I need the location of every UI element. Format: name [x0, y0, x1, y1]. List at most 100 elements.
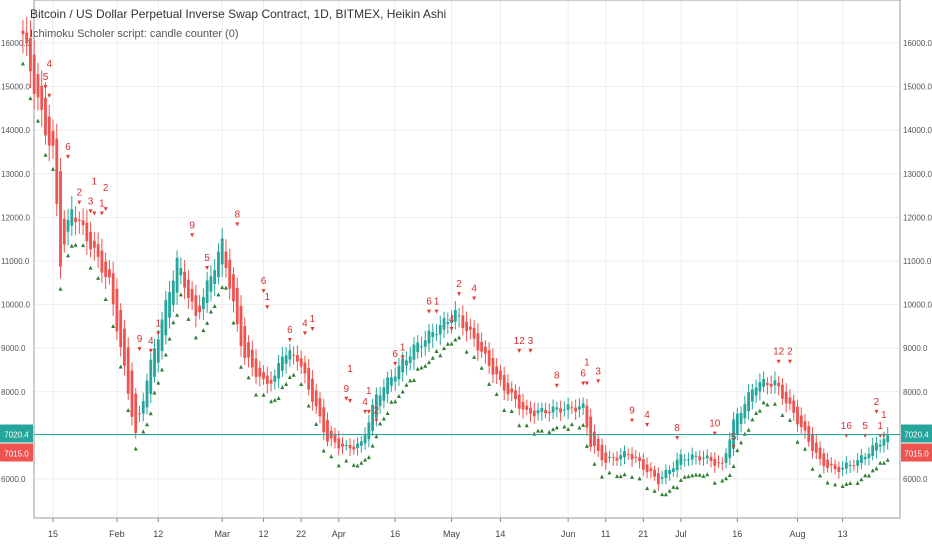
candle-body	[401, 358, 405, 373]
red-down-marker-icon	[528, 348, 533, 353]
green-up-marker-icon	[494, 391, 499, 396]
counter-label: 8	[234, 209, 240, 220]
green-up-marker-icon	[175, 312, 180, 317]
green-up-marker-icon	[622, 472, 627, 477]
y-tick-label-left: 8000.0	[1, 388, 26, 397]
candle-body	[202, 296, 205, 309]
candle-body	[299, 358, 303, 367]
candle-body	[615, 457, 619, 461]
candle-body	[239, 305, 243, 347]
candle-body	[811, 433, 814, 452]
green-up-marker-icon	[133, 446, 138, 451]
candle-body	[717, 462, 720, 464]
y-tick-label-right: 11000.0	[903, 257, 932, 266]
green-up-marker-icon	[276, 395, 281, 400]
red-down-marker-icon	[374, 418, 379, 423]
candle-body	[431, 332, 435, 338]
candle-body	[29, 38, 32, 72]
candle-body	[856, 460, 860, 466]
candle-body	[566, 404, 570, 411]
y-tick-label-left: 10000.0	[1, 301, 30, 310]
red-down-marker-icon	[427, 309, 431, 314]
candle-body	[506, 382, 510, 395]
x-tick-label: Feb	[109, 529, 125, 539]
green-up-marker-icon	[678, 477, 683, 482]
green-up-marker-icon	[411, 377, 416, 382]
candle-body	[559, 408, 562, 413]
candle-body	[532, 410, 536, 417]
red-down-marker-icon	[265, 305, 270, 310]
red-down-marker-icon	[302, 331, 307, 336]
candle-body	[303, 362, 307, 374]
green-up-marker-icon	[772, 401, 777, 406]
indicator-legend[interactable]: Ichimoku Scholer script: candle counter …	[30, 28, 239, 40]
green-up-marker-icon	[430, 355, 435, 360]
candle-body	[213, 270, 217, 285]
green-up-marker-icon	[51, 166, 55, 171]
green-up-marker-icon	[126, 408, 131, 413]
green-up-marker-icon	[874, 466, 879, 471]
candle-body	[175, 257, 179, 293]
green-up-marker-icon	[201, 328, 206, 333]
green-up-marker-icon	[438, 353, 443, 358]
candle-body	[446, 321, 450, 324]
red-down-marker-icon	[43, 85, 48, 90]
green-up-marker-icon	[141, 429, 146, 434]
candle-body	[273, 375, 277, 382]
candle-body	[829, 463, 833, 466]
candle-body	[487, 350, 491, 366]
green-up-marker-icon	[754, 411, 759, 416]
candle-body	[585, 405, 589, 428]
candle-body	[517, 394, 521, 409]
green-up-marker-icon	[472, 354, 477, 359]
candle-body	[77, 219, 81, 221]
candle-body	[578, 406, 581, 410]
candle-body	[386, 377, 390, 395]
ha-close-badge-left	[0, 443, 33, 462]
last-price-label: 7020.4	[904, 431, 929, 440]
candle-body	[104, 261, 108, 277]
x-tick-label: 22	[296, 529, 306, 539]
green-up-marker-icon	[464, 349, 469, 354]
candle-body	[484, 346, 487, 354]
green-up-marker-icon	[423, 363, 428, 368]
red-down-marker-icon	[348, 398, 353, 403]
green-up-marker-icon	[686, 474, 691, 479]
green-up-marker-icon	[833, 482, 838, 487]
candle-body	[525, 405, 529, 410]
candle-body	[179, 268, 183, 276]
candle-body	[292, 354, 296, 356]
green-up-marker-icon	[385, 410, 390, 415]
candle-body	[85, 222, 89, 242]
green-up-marker-icon	[554, 425, 559, 430]
candle-body	[258, 367, 262, 377]
green-up-marker-icon	[795, 439, 800, 444]
green-up-marker-icon	[427, 360, 431, 365]
candle-body	[408, 356, 412, 363]
green-up-marker-icon	[381, 416, 386, 421]
candle-body	[634, 456, 638, 458]
candle-body	[758, 382, 762, 392]
green-up-marker-icon	[363, 457, 368, 462]
green-up-marker-icon	[186, 316, 191, 321]
green-up-marker-icon	[803, 446, 807, 451]
y-tick-label-right: 6000.0	[903, 475, 928, 484]
candle-body	[81, 220, 85, 226]
candle-body	[544, 409, 547, 414]
counter-label: 12	[514, 336, 526, 347]
candle-body	[119, 310, 123, 348]
candle-body	[47, 116, 51, 146]
green-up-marker-icon	[58, 286, 63, 291]
candle-body	[420, 346, 423, 348]
candle-body	[547, 411, 551, 414]
candle-body	[687, 459, 690, 461]
green-up-marker-icon	[765, 402, 770, 407]
green-up-marker-icon	[637, 476, 642, 481]
green-up-marker-icon	[269, 399, 274, 404]
candle-body	[164, 300, 168, 336]
candle-body	[540, 408, 544, 412]
green-up-marker-icon	[746, 427, 751, 432]
green-up-marker-icon	[720, 478, 725, 483]
green-up-marker-icon	[220, 285, 225, 290]
